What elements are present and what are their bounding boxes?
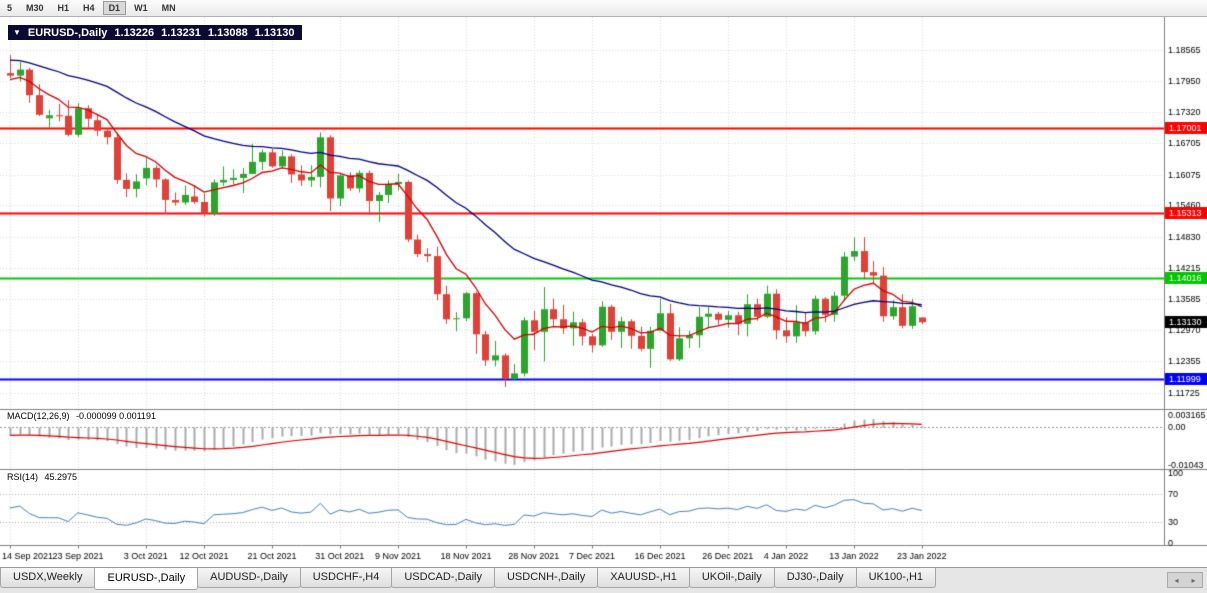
- tab-scrollbar[interactable]: ◂ ▸: [1167, 572, 1203, 588]
- tab-ukoil-daily[interactable]: UKOil-,Daily: [688, 568, 775, 588]
- tab-eurusd-daily[interactable]: EURUSD-,Daily: [94, 568, 199, 590]
- timeframe-button-d1[interactable]: D1: [102, 1, 127, 15]
- timeframe-button-h4[interactable]: H4: [83, 3, 95, 13]
- timeframe-button-h1[interactable]: H1: [57, 3, 70, 13]
- macd-name: MACD(12,26,9): [7, 411, 70, 421]
- chevron-down-icon[interactable]: ▼: [13, 28, 21, 37]
- tab-uk100-h1[interactable]: UK100-,H1: [855, 568, 937, 588]
- ohlc-open-value: 1.13226: [114, 26, 155, 39]
- timeframe-button-w1[interactable]: W1: [134, 3, 148, 13]
- tab-usdcad-daily[interactable]: USDCAD-,Daily: [391, 568, 495, 588]
- ohlc-close-value: 1.13130: [254, 26, 295, 39]
- macd-indicator-label: MACD(12,26,9) -0.000099 0.001191: [7, 411, 160, 421]
- timeframe-button-m30[interactable]: M30: [26, 3, 44, 13]
- rsi-name: RSI(14): [7, 472, 39, 482]
- tab-xauusd-h1[interactable]: XAUUSD-,H1: [597, 568, 690, 588]
- tab-usdx-weekly[interactable]: USDX,Weekly: [0, 568, 96, 588]
- chart-canvas[interactable]: [0, 17, 1207, 567]
- macd-values: -0.000099 0.001191: [76, 411, 156, 421]
- chart-title: ▼ EURUSD-,Daily 1.13226 1.13231 1.13088 …: [8, 25, 303, 40]
- tab-audusd-daily[interactable]: AUDUSD-,Daily: [197, 568, 301, 588]
- chart-symbol-label: EURUSD-,Daily: [27, 26, 108, 39]
- timeframe-toolbar: 5 M30 H1 H4 D1 W1 MN: [0, 0, 1207, 17]
- tab-scroll-left-icon[interactable]: ◂: [1174, 575, 1179, 585]
- tab-usdcnh-daily[interactable]: USDCNH-,Daily: [493, 568, 599, 588]
- tab-dj30-daily[interactable]: DJ30-,Daily: [773, 568, 857, 588]
- ohlc-low-value: 1.13088: [207, 26, 248, 39]
- tab-scroll-right-icon[interactable]: ▸: [1191, 575, 1196, 585]
- timeframe-button-mn[interactable]: MN: [161, 3, 176, 13]
- rsi-value: 45.2975: [44, 472, 78, 482]
- ohlc-high-value: 1.13231: [161, 26, 201, 39]
- chart-tabs-bar: USDX,Weekly EURUSD-,Daily AUDUSD-,Daily …: [0, 567, 1207, 593]
- rsi-indicator-label: RSI(14) 45.2975: [7, 472, 81, 482]
- tab-usdchf-h4[interactable]: USDCHF-,H4: [299, 568, 393, 588]
- timeframe-button-5[interactable]: 5: [7, 3, 13, 13]
